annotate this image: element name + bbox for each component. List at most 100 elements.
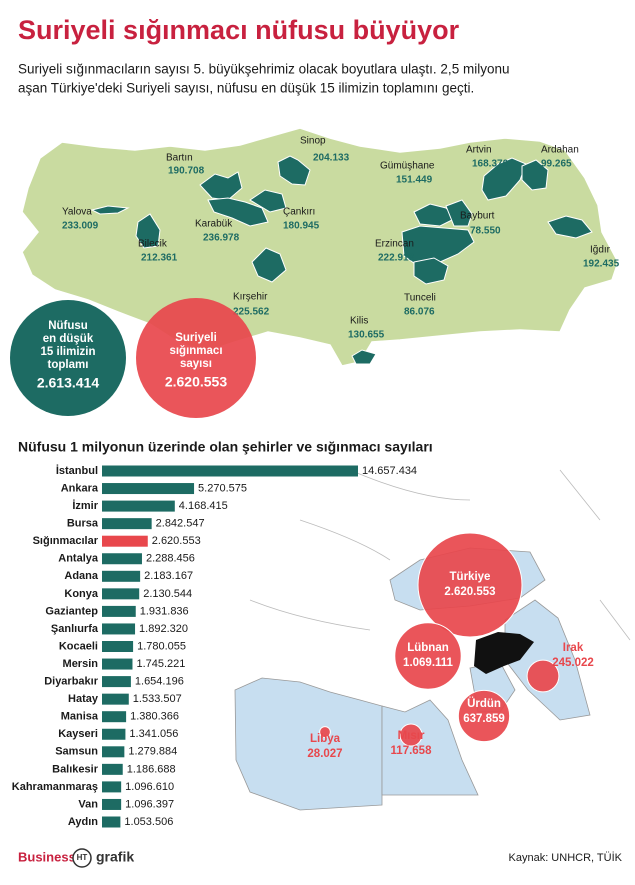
bubble-value: 2.620.553: [444, 586, 495, 598]
province-value: 212.361: [141, 253, 178, 264]
category-label: Ankara: [61, 482, 99, 494]
total-circle: [10, 300, 126, 416]
bar: [102, 658, 133, 670]
bar: [102, 711, 127, 723]
province-name: Erzincan: [375, 239, 414, 250]
category-label: Diyarbakır: [44, 676, 99, 688]
province-name: Artvin: [466, 145, 492, 156]
bubble-name: Libya: [310, 733, 341, 745]
circle-value: 2.613.414: [37, 375, 99, 391]
category-label: Gaziantep: [45, 605, 98, 617]
bubble-value: 1.069.111: [403, 657, 453, 669]
value-label: 1.780.055: [137, 640, 186, 652]
category-label: Konya: [64, 588, 99, 600]
bar: [102, 588, 140, 600]
province: [413, 257, 449, 285]
province: [547, 215, 593, 239]
province-name: Kilis: [350, 316, 368, 327]
refugee-circle: [136, 298, 256, 418]
syria-shape: [474, 632, 534, 674]
brand: Business: [18, 849, 76, 864]
value-label: 2.130.544: [143, 588, 192, 600]
province: [207, 197, 269, 227]
province: [481, 157, 527, 201]
value-label: 1.279.884: [128, 746, 177, 758]
province: [401, 225, 475, 267]
value-label: 14.657.434: [362, 465, 417, 477]
province: [351, 349, 377, 365]
value-label: 1.096.397: [125, 798, 174, 810]
value-label: 4.168.415: [179, 500, 228, 512]
province-name: Gümüşhane: [380, 161, 435, 172]
bubble-name: Ürdün: [467, 697, 501, 710]
bubble: [399, 723, 423, 747]
category-label: Antalya: [58, 553, 99, 565]
province-value: 180.945: [283, 221, 320, 232]
province: [199, 171, 243, 201]
province-value: 99.265: [541, 159, 572, 170]
bubble-value: 28.027: [307, 748, 342, 760]
circle-text: toplamı: [48, 359, 89, 371]
category-label: Hatay: [68, 693, 99, 705]
bar: [102, 553, 142, 565]
province-name: Ardahan: [541, 145, 579, 156]
province-name: Karabük: [195, 219, 233, 230]
province: [135, 213, 161, 249]
bar: [102, 676, 131, 688]
value-label: 1.892.320: [139, 623, 188, 635]
value-label: 1.380.366: [130, 711, 179, 723]
province-name: Sinop: [300, 136, 326, 147]
subtitle: aşan Türkiye'deki Suriyeli sayısı, nüfus…: [18, 81, 474, 96]
province-value: 204.133: [313, 153, 350, 164]
category-label: Balıkesir: [52, 763, 99, 775]
source: Kaynak: UNHCR, TÜİK: [509, 851, 623, 864]
bar: [102, 623, 136, 635]
province: [277, 155, 311, 186]
province-value: 225.562: [233, 307, 270, 318]
bubble-name: Mısır: [398, 730, 425, 742]
province-name: Iğdır: [590, 245, 611, 256]
title: Suriyeli sığınmacı nüfusu büyüyor: [18, 15, 460, 45]
province-name: Kırşehir: [233, 292, 268, 303]
province-name: Bartın: [166, 153, 193, 164]
province-value: 222.918: [378, 253, 415, 264]
value-label: 1.931.836: [140, 605, 189, 617]
bar: [102, 570, 141, 582]
bar: [102, 518, 152, 530]
category-label: Adana: [64, 570, 99, 582]
subtitle: Suriyeli sığınmacıların sayısı 5. büyükş…: [18, 62, 509, 77]
bar: [102, 641, 134, 652]
category-label: İstanbul: [56, 464, 98, 477]
category-label: Samsun: [55, 746, 98, 758]
category-label: Sığınmacılar: [33, 535, 99, 547]
category-label: İzmir: [72, 499, 98, 512]
province-value: 78.550: [470, 226, 501, 237]
bubble-value: 245.022: [552, 657, 594, 669]
value-label: 1.053.506: [124, 816, 173, 828]
value-label: 1.533.507: [133, 693, 182, 705]
value-label: 5.270.575: [198, 482, 247, 494]
province-value: 192.435: [583, 259, 620, 270]
bubble: [526, 659, 560, 693]
bubble-name: Türkiye: [450, 571, 491, 583]
bubble: [394, 622, 462, 690]
category-label: Şanlıurfa: [51, 623, 99, 635]
circle-text: sayısı: [180, 358, 212, 370]
region-shape: [504, 599, 591, 721]
circle-text: sığınmacı: [169, 345, 222, 357]
category-label: Mersin: [63, 658, 99, 670]
circle-text: en düşük: [43, 333, 94, 345]
province-value: 130.655: [348, 330, 385, 341]
value-label: 1.745.221: [136, 658, 185, 670]
bar: [102, 535, 148, 547]
value-label: 2.183.167: [144, 570, 193, 582]
circle-text: Suriyeli: [175, 332, 217, 344]
value-label: 1.186.688: [127, 763, 176, 775]
bubble: [319, 726, 331, 738]
bubble-name: Lübnan: [407, 642, 449, 654]
province-name: Çankırı: [283, 207, 315, 218]
bubble: [417, 532, 523, 638]
province: [90, 205, 130, 215]
category-label: Van: [78, 798, 98, 810]
bar: [102, 483, 195, 495]
